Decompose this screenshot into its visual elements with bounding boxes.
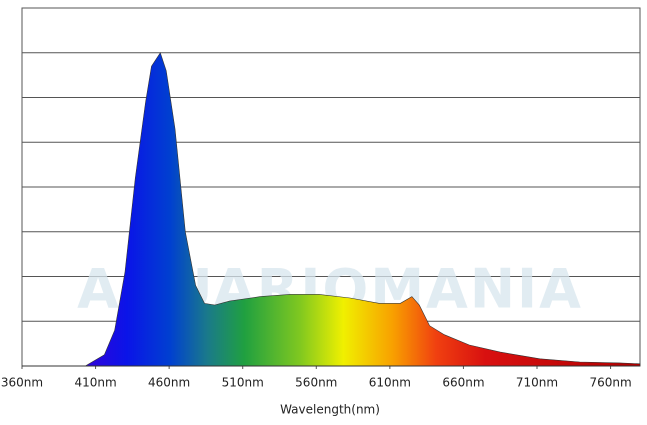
x-tick-label: 660nm: [442, 376, 484, 390]
x-axis-label: Wavelength(nm): [280, 403, 380, 417]
x-tick-label: 460nm: [148, 376, 190, 390]
x-tick-label: 360nm: [1, 376, 43, 390]
x-tick-label: 560nm: [295, 376, 337, 390]
spectrum-area: [85, 52, 641, 367]
x-tick-label: 760nm: [589, 376, 631, 390]
x-tick-label: 710nm: [516, 376, 558, 390]
x-tick-label: 410nm: [74, 376, 116, 390]
x-tick-label: 610nm: [369, 376, 411, 390]
x-tick-label: 510nm: [222, 376, 264, 390]
